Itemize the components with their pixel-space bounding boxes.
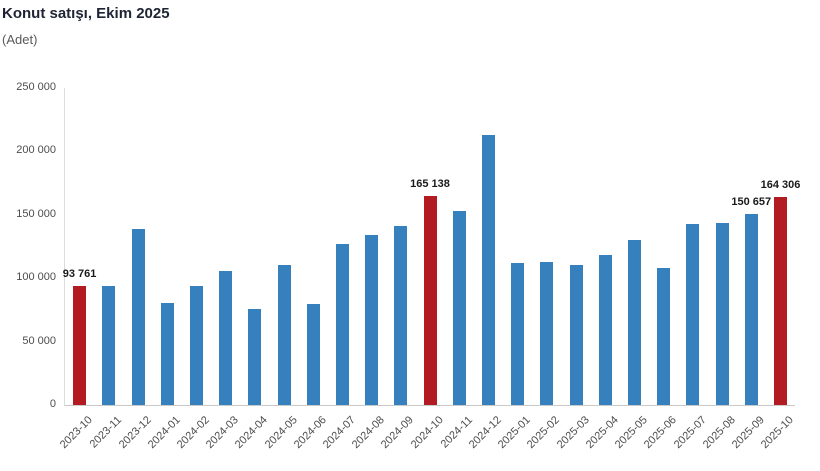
y-axis-label: 50 000 [22,334,56,347]
bar-2024-01[interactable] [160,303,174,405]
y-axis-label: 150 000 [16,207,56,220]
y-axis-label: 100 000 [16,271,56,284]
x-axis-label: 2024-10 [408,414,446,452]
bar-slot: 150 657 2025-09 [730,88,771,451]
bar-slot: 2023-11 [88,88,124,450]
bar-slot: 2024-09 [379,88,416,451]
plot-area: 93 761 2023-10 2023-11 2023-12 2024-01 2024-0… [58,88,800,451]
bar-2025-02[interactable] [540,261,554,405]
bar-slot: 2024-12 [467,88,504,451]
x-axis-label: 2023-10 [58,414,96,452]
bar-value-label: 150 657 [731,196,772,208]
bar-slot: 2025-08 [701,88,738,451]
bar-2025-10[interactable] [773,196,787,405]
bar-slot: 2024-11 [438,88,475,450]
bar-2024-07[interactable] [335,243,349,405]
bar-2025-01[interactable] [511,262,525,405]
bar-slot: 2025-07 [671,88,708,451]
bar-2024-03[interactable] [219,271,233,405]
bar-slot: 2024-08 [350,88,387,451]
bar-2024-02[interactable] [189,285,203,405]
bar-slot: 2025-01 [496,88,533,451]
bar-slot: 93 761 2023-10 [58,88,97,451]
bar-slot: 165 138 2024-10 [408,88,449,451]
bar-2023-10[interactable] [73,286,87,405]
bar-2024-11[interactable] [452,211,466,405]
bar-slot: 2025-05 [613,88,650,451]
bar-slot: 2025-04 [584,88,621,451]
bar-2023-12[interactable] [131,229,145,405]
bar-slot: 2025-03 [555,88,592,451]
bar-2025-04[interactable] [598,254,612,405]
bar-2024-08[interactable] [365,234,379,405]
bar-slot: 2024-03 [204,88,241,451]
bar-2025-06[interactable] [657,268,671,405]
bar-slot: 164 306 2025-10 [759,88,800,451]
y-axis-label: 0 [49,398,56,410]
y-axis-label: 250 000 [16,81,56,93]
bar-slot: 2025-02 [525,88,562,451]
bar-slot: 2024-06 [292,88,329,451]
bar-slot: 2024-01 [146,88,183,451]
bar-2025-09[interactable] [744,214,758,405]
bar-slot: 2024-02 [175,88,212,451]
bar-2025-03[interactable] [569,264,583,405]
bar-value-label: 165 138 [410,177,450,190]
bar-2024-10[interactable] [423,195,437,405]
chart-subtitle: (Adet) [2,32,38,47]
bar-2025-05[interactable] [627,240,641,405]
bar-value-label: 164 306 [760,178,801,191]
bar-value-label: 93 761 [62,268,97,281]
bar-2024-04[interactable] [248,309,262,405]
y-axis-label: 200 000 [16,144,56,157]
bar-2025-07[interactable] [686,223,700,405]
bar-slot: 2024-05 [262,88,300,451]
bar-2025-08[interactable] [715,223,729,405]
bar-slot: 2024-07 [321,88,358,451]
bar-2024-06[interactable] [306,304,320,405]
bar-2024-12[interactable] [481,135,495,405]
bar-slot: 2025-06 [642,88,679,451]
bar-slot: 2024-04 [233,88,270,451]
chart-title: Konut satışı, Ekim 2025 [2,5,170,22]
bar-2023-11[interactable] [102,286,116,405]
bar-slot: 2023-12 [116,88,154,451]
bar-2024-09[interactable] [394,226,408,405]
bar-2024-05[interactable] [277,264,291,405]
